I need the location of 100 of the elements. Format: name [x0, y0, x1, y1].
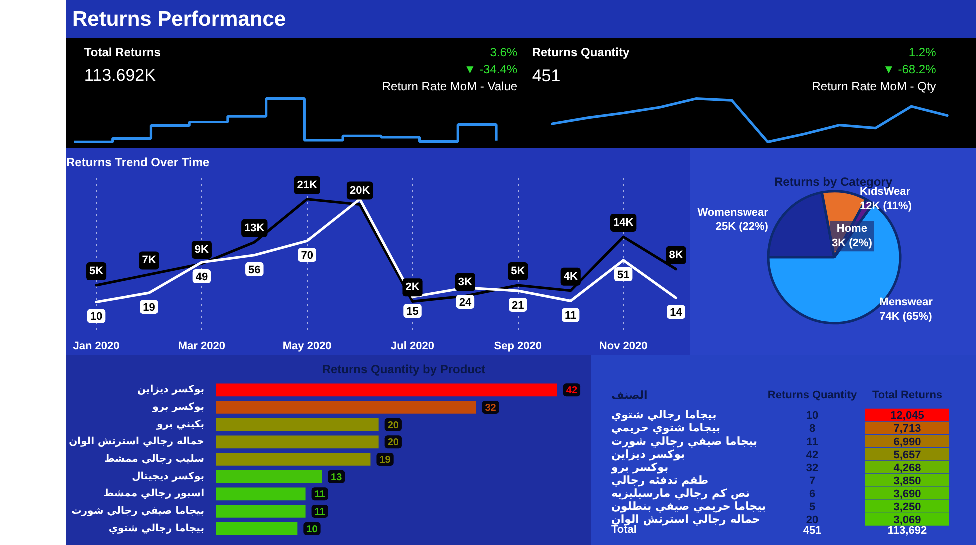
data-label: 7,713 [894, 423, 922, 436]
category-label: بيجاما شتوي حريمي [612, 422, 720, 435]
text: Returns Performance [72, 8, 286, 31]
data-label: 42 [806, 449, 819, 462]
text: Returns Quantity [532, 46, 630, 60]
text: 451 [532, 66, 561, 86]
text: 451 [803, 525, 822, 538]
data-label: 32 [485, 403, 497, 414]
data-label: 32 [806, 462, 819, 474]
data-label: 21 [512, 300, 524, 312]
bar [216, 522, 298, 536]
bar [216, 470, 322, 484]
slice-label: Menswear [880, 296, 934, 308]
text: ▼ -68.2% [883, 62, 937, 76]
text: Total [612, 524, 637, 536]
series-label: Returns Quantity [768, 389, 858, 402]
bar [216, 453, 371, 466]
text: 113,692 [888, 525, 928, 538]
data-label: 7 [809, 475, 816, 488]
data-label: 10 [90, 311, 103, 324]
text: 113.692K [84, 66, 157, 85]
y-tick-label: بوكسر برو [152, 402, 205, 413]
y-tick-label: بوكسر ديجيتال [132, 471, 205, 482]
x-tick-label: Nov 2020 [599, 340, 648, 352]
data-label: 20K [350, 184, 370, 197]
data-label: 10 [806, 410, 819, 422]
data-label: 8K [669, 249, 684, 262]
y-tick-label: بكيني برو [156, 419, 205, 430]
x-tick-label: Jan 2020 [73, 340, 120, 352]
data-label: 8 [809, 423, 816, 436]
data-label: 12K (11%) [860, 200, 912, 213]
data-label: 70 [301, 250, 314, 262]
data-label: 3,069 [894, 514, 922, 527]
data-label: 15 [406, 306, 419, 318]
data-label: 42 [566, 386, 578, 397]
data-label: 5K [511, 266, 526, 278]
x-tick-label: Jul 2020 [391, 340, 434, 352]
bar [216, 401, 476, 414]
bar [216, 436, 379, 449]
category-label: طقم تدفئه رجالي [612, 474, 709, 487]
data-label: 3,850 [894, 475, 922, 488]
data-label: 10 [306, 524, 318, 536]
data-label: 20 [388, 438, 400, 449]
series-label: Total Returns [872, 389, 943, 402]
y-tick-label: اسبور رجالي ممشط [104, 488, 204, 500]
data-label: 6 [809, 488, 816, 500]
chart-title: Returns Quantity by Product [322, 362, 486, 376]
slice-label: Womenswear [698, 206, 770, 219]
bar [216, 488, 306, 501]
slice-label: KidsWear [860, 186, 912, 198]
data-label: 9K [194, 244, 210, 256]
y-tick-label: بيجاما صيفي رجالي شورت [72, 506, 204, 517]
data-label: 13 [331, 472, 343, 484]
data-label: 49 [196, 272, 208, 284]
data-label: 19 [143, 302, 156, 314]
data-label: 5 [809, 502, 816, 514]
y-tick-label: سليب رجالي ممشط [104, 454, 205, 465]
category-label: حماله رجالي استرتش الوان [612, 513, 760, 526]
data-label: 3,250 [894, 502, 922, 514]
data-label: 2K [406, 282, 420, 294]
chart-title: Returns Trend Over Time [66, 156, 210, 170]
x-tick-label: May 2020 [282, 340, 332, 352]
y-tick-label: بوكسر ديزاين [137, 384, 205, 396]
category-label: بوكسر ديزاين [612, 448, 686, 461]
data-label: 7K [142, 254, 156, 267]
data-label: 12,045 [890, 410, 924, 422]
y-tick-label: بيجاما رجالي شتوي [108, 523, 205, 534]
data-label: 4,268 [894, 462, 922, 474]
data-label: 51 [617, 269, 630, 282]
data-label: 25K (22%) [716, 221, 769, 234]
category-label: بوكسر برو [610, 460, 669, 474]
text: Total Returns [84, 46, 162, 60]
data-label: 13K [244, 222, 265, 234]
text: Return Rate MoM - Qty [812, 80, 936, 94]
bar [216, 418, 379, 432]
text: ▼ -34.4% [464, 62, 518, 76]
data-label: 24 [459, 296, 472, 309]
data-label: 5K [90, 266, 104, 278]
data-label: 3,690 [894, 488, 922, 500]
text: Return Rate MoM - Value [382, 80, 518, 94]
x-tick-label: Mar 2020 [178, 340, 226, 352]
bar [216, 505, 306, 518]
data-label: 14K [613, 217, 634, 230]
bar [216, 384, 558, 397]
data-label: 74K (65%) [880, 310, 933, 323]
data-label: 14 [670, 307, 684, 320]
data-label: 11 [314, 507, 326, 518]
data-label: 5,657 [894, 449, 922, 462]
data-label: 20 [806, 514, 819, 527]
data-label: 19 [380, 455, 392, 466]
data-label: 11 [314, 490, 326, 501]
data-label: 6,990 [894, 436, 922, 448]
x-tick-label: Sep 2020 [494, 340, 542, 352]
data-label: 20 [388, 420, 400, 432]
data-label: 21K [297, 179, 318, 192]
category-label: بيجاما حريمي صيفي بنطلون [612, 500, 766, 514]
data-label: 3K [458, 276, 473, 288]
y-tick-label: حماله رجالي استرتش الوان [69, 436, 204, 448]
data-label: 11 [806, 436, 818, 448]
category-label: بيجاما رجالي شتوي [612, 408, 717, 422]
